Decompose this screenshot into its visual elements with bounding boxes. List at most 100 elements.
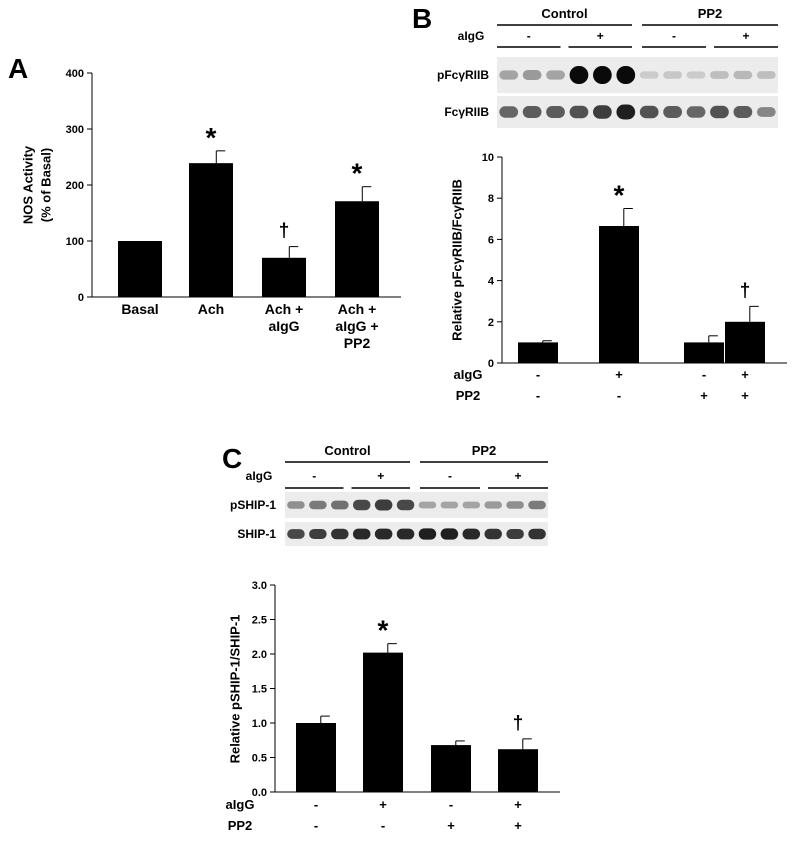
blot-band	[569, 66, 589, 84]
treatment-row-label: aIgG	[226, 797, 255, 812]
blot-band	[756, 71, 776, 79]
chart-pfcgriib-ratio: 0 2 4 6 8 10 Relative pFcγRIIB/FcγRIIB * † aIgG - +…	[449, 152, 787, 403]
blot-band	[374, 528, 393, 540]
category-label: aIgG +	[335, 318, 378, 334]
blot-treatment-sign: -	[672, 29, 676, 43]
bar	[431, 745, 471, 792]
treatment-sign: +	[514, 818, 522, 833]
blot-band	[639, 71, 659, 79]
blot-band	[616, 104, 636, 120]
treatment-sign: +	[741, 367, 749, 382]
blot-band	[522, 70, 542, 80]
blot-band	[418, 501, 437, 509]
y-tick-label: 4	[488, 276, 495, 288]
bar	[296, 723, 336, 792]
western-blot-fcgriib: Control PP2 aIgG - + - + pFcγRIIB FcγRIIB	[437, 6, 778, 128]
significance-asterisk: *	[206, 122, 217, 153]
blot-treatment-sign: +	[742, 29, 749, 43]
blot-strip	[497, 96, 778, 128]
bar	[498, 749, 538, 792]
blot-band	[374, 499, 393, 511]
blot-row-label: SHIP-1	[237, 527, 276, 541]
y-tick-label: 200	[66, 180, 84, 192]
significance-asterisk: *	[378, 615, 389, 646]
blot-strip	[497, 57, 778, 93]
y-tick-label: 0.5	[252, 753, 267, 765]
treatment-sign: -	[314, 818, 318, 833]
bar	[262, 257, 306, 297]
blot-band	[287, 501, 305, 509]
category-label: Ach +	[338, 301, 377, 317]
blot-band	[663, 71, 682, 79]
panel-c-letter: C	[222, 443, 242, 474]
blot-band	[506, 501, 524, 509]
blot-treatment-sign: -	[527, 29, 531, 43]
y-tick-label: 100	[66, 236, 84, 248]
blot-band	[418, 528, 437, 540]
blot-band	[499, 70, 519, 80]
blot-treatment-label: aIgG	[458, 29, 485, 43]
blot-band	[639, 105, 659, 119]
blot-strip	[285, 522, 548, 546]
category-label: PP2	[344, 335, 371, 351]
y-tick-label: 2.5	[252, 615, 267, 627]
y-axis-title: NOS Activity	[20, 145, 35, 224]
blot-band	[484, 501, 502, 509]
y-axis-title: Relative pSHIP-1/SHIP-1	[227, 615, 242, 764]
treatment-row-label: PP2	[456, 388, 481, 403]
blot-band	[733, 70, 753, 80]
blot-strip	[285, 492, 548, 518]
category-label: aIgG	[268, 318, 299, 334]
chart-nos-activity: 0 100 200 300 400 NOS Activity (% of Basal) * † *…	[20, 68, 401, 351]
blot-band	[440, 501, 459, 509]
treatment-row-label: aIgG	[454, 367, 483, 382]
significance-asterisk: *	[352, 158, 363, 189]
blot-band	[309, 528, 327, 540]
blot-band	[663, 106, 682, 118]
blot-band	[593, 105, 612, 119]
bar	[684, 342, 724, 363]
y-axis-title: Relative pFcγRIIB/FcγRIIB	[449, 179, 464, 341]
bar	[118, 241, 162, 297]
blot-band	[396, 528, 415, 540]
panel-a-letter: A	[8, 53, 28, 84]
treatment-sign: -	[617, 388, 621, 403]
blot-band	[686, 106, 706, 118]
category-label: Ach +	[265, 301, 304, 317]
y-tick-label: 0	[78, 292, 84, 304]
blot-band	[546, 106, 565, 118]
blot-band	[733, 106, 753, 118]
blot-band	[506, 528, 524, 540]
blot-band	[546, 70, 565, 80]
blot-group-label: PP2	[698, 6, 723, 21]
treatment-sign: -	[702, 367, 706, 382]
y-tick-label: 0.0	[252, 787, 267, 799]
significance-dagger: †	[279, 221, 290, 242]
blot-band	[484, 528, 502, 540]
panel-b-letter: B	[412, 3, 432, 34]
blot-row-label: FcγRIIB	[444, 105, 489, 119]
bar	[189, 163, 233, 297]
blot-band	[396, 499, 415, 511]
bar	[599, 226, 639, 363]
treatment-sign: +	[741, 388, 749, 403]
blot-band	[528, 528, 546, 540]
y-tick-label: 300	[66, 124, 84, 136]
treatment-sign: +	[615, 367, 623, 382]
bar	[363, 652, 403, 792]
bar	[518, 342, 558, 363]
treatment-sign: +	[447, 818, 455, 833]
blot-band	[686, 71, 706, 79]
blot-group-label: Control	[541, 6, 587, 21]
treatment-sign: +	[700, 388, 708, 403]
treatment-sign: -	[536, 388, 540, 403]
blot-band	[287, 529, 305, 539]
blot-band	[528, 500, 546, 510]
significance-dagger: †	[513, 713, 524, 734]
blot-treatment-label: aIgG	[246, 469, 273, 483]
blot-row-label: pSHIP-1	[230, 498, 276, 512]
treatment-sign: +	[379, 797, 387, 812]
significance-asterisk: *	[614, 180, 625, 211]
y-tick-label: 2	[488, 317, 494, 329]
